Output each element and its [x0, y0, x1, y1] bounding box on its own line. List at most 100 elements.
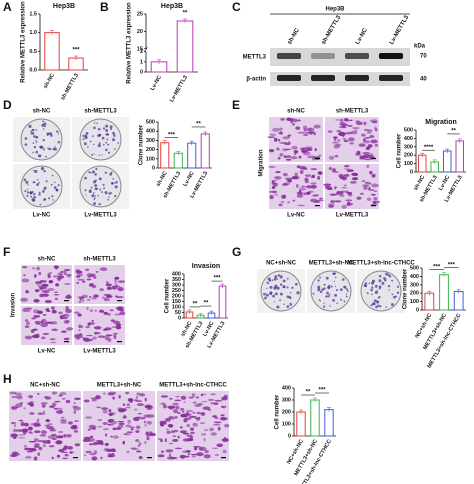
scale-bar [64, 300, 69, 302]
image-label: METTL3+sh-NC [97, 383, 142, 389]
cell [88, 443, 94, 446]
cell [291, 145, 298, 150]
cell [51, 309, 57, 314]
colony [33, 145, 37, 149]
y-tick-label: 400 [172, 271, 181, 277]
cell [33, 430, 41, 434]
cell [82, 280, 86, 283]
cell [334, 200, 342, 203]
cell [85, 450, 92, 454]
colony [97, 194, 99, 197]
cell [105, 334, 114, 336]
image-label: Lv-METTL3 [336, 213, 369, 219]
y-tick-label: 500 [146, 119, 155, 125]
cell [92, 442, 98, 446]
cell [147, 431, 153, 435]
cell [214, 453, 219, 457]
cell [133, 399, 139, 402]
image-label: sh-METTL3 [336, 109, 369, 115]
cell [189, 415, 198, 418]
cell [373, 200, 381, 204]
cell [107, 424, 115, 426]
cell [109, 435, 113, 438]
cell [39, 434, 47, 437]
cell [117, 280, 126, 283]
cell [63, 433, 67, 438]
cell [348, 137, 355, 142]
cell [95, 439, 103, 442]
colony [265, 293, 269, 297]
y-tick-label: 200 [410, 291, 419, 297]
colony [93, 202, 96, 206]
cell [77, 273, 83, 277]
cell [130, 428, 134, 431]
cell [317, 171, 323, 175]
cell [169, 397, 173, 400]
significance-label: **** [424, 145, 434, 151]
cell [49, 429, 57, 432]
cell [180, 408, 185, 411]
cell [172, 408, 179, 414]
cell [111, 326, 119, 328]
cell [209, 427, 214, 432]
cell [180, 395, 187, 400]
cell [190, 427, 194, 431]
colony [342, 278, 345, 281]
cell [41, 404, 46, 408]
cell [211, 447, 219, 450]
cell [60, 418, 67, 423]
cell [107, 340, 112, 342]
scale-bar [371, 205, 376, 207]
cell [112, 427, 117, 431]
cell [93, 326, 102, 330]
cell [363, 140, 371, 144]
colony [38, 154, 42, 158]
cell [63, 270, 67, 276]
cell [74, 334, 80, 339]
cell [37, 412, 44, 415]
cell [16, 395, 23, 400]
cell [317, 175, 321, 180]
colony [52, 147, 55, 151]
y-tick-label: 0 [178, 315, 181, 321]
y-tick-label: 100 [146, 156, 155, 162]
cell [130, 447, 137, 449]
cell [49, 271, 52, 274]
cell [67, 421, 74, 425]
colony [277, 278, 279, 280]
cell [135, 439, 140, 443]
cell [221, 405, 227, 409]
cell [305, 185, 313, 189]
colony [329, 305, 331, 307]
cell [212, 415, 217, 418]
cell [282, 148, 288, 152]
bar [44, 32, 60, 71]
cell [273, 182, 278, 187]
cell [278, 138, 281, 142]
cell [24, 444, 27, 448]
cell [112, 435, 119, 439]
colony [93, 197, 96, 200]
cell [371, 121, 378, 124]
cell [222, 417, 228, 420]
cell [85, 268, 90, 271]
colony [35, 135, 39, 139]
cell [343, 139, 349, 143]
cell [340, 118, 344, 122]
cell [125, 407, 132, 409]
colony [24, 137, 28, 140]
significance-label: ** [183, 11, 188, 17]
colony [53, 186, 57, 190]
cell [13, 423, 16, 428]
colony [325, 276, 329, 280]
cell [40, 286, 43, 291]
cell [34, 289, 40, 292]
cell [39, 280, 47, 283]
cell [268, 191, 277, 193]
cell [59, 392, 67, 395]
cell [203, 438, 206, 442]
cell [137, 445, 141, 447]
cell [77, 278, 85, 281]
cell [96, 406, 102, 409]
cell [96, 426, 103, 428]
